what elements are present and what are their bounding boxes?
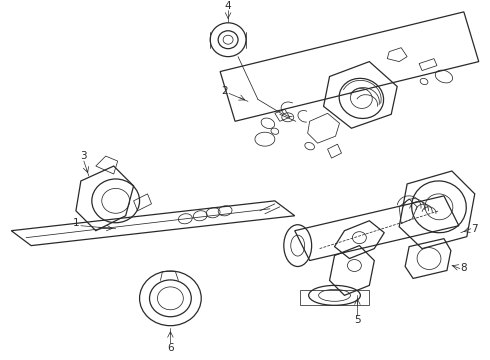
Text: 1: 1 (73, 218, 79, 228)
Text: 4: 4 (225, 1, 231, 11)
Text: 3: 3 (80, 151, 87, 161)
Text: 2: 2 (221, 86, 227, 96)
Text: 8: 8 (461, 264, 467, 274)
Text: 7: 7 (471, 224, 478, 234)
Text: 5: 5 (354, 315, 361, 325)
Text: 6: 6 (167, 343, 174, 353)
